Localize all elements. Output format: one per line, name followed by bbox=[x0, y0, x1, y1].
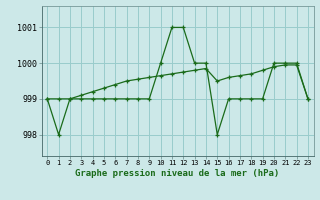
X-axis label: Graphe pression niveau de la mer (hPa): Graphe pression niveau de la mer (hPa) bbox=[76, 169, 280, 178]
